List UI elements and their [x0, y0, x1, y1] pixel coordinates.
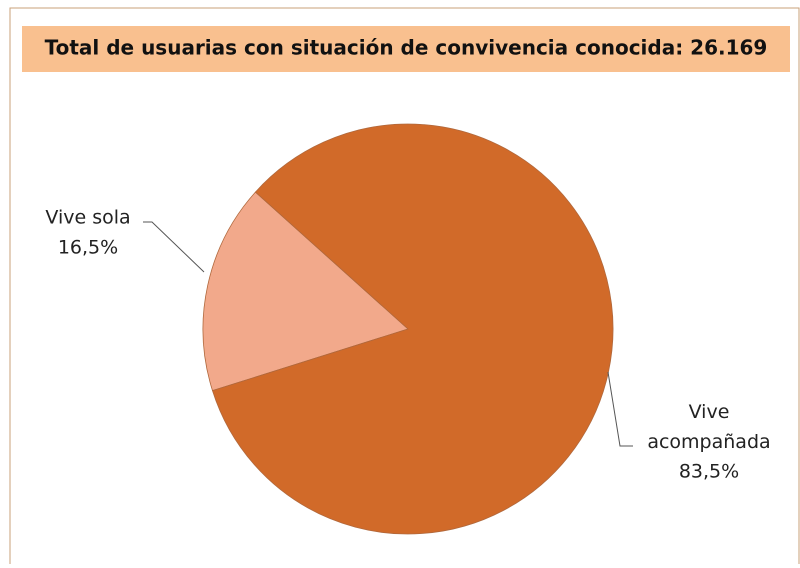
value-label: 83,5% — [679, 461, 739, 483]
pie-slice — [202, 191, 409, 392]
leader-line — [607, 371, 633, 447]
slice-label: Vive sola — [45, 207, 130, 229]
chart-title: Total de usuarias con situación de convi… — [45, 36, 768, 60]
leader-line — [143, 221, 205, 273]
title-banner — [22, 26, 790, 72]
value-label: 16,5% — [58, 237, 118, 259]
slice-label: Vive acompañada — [647, 401, 770, 453]
